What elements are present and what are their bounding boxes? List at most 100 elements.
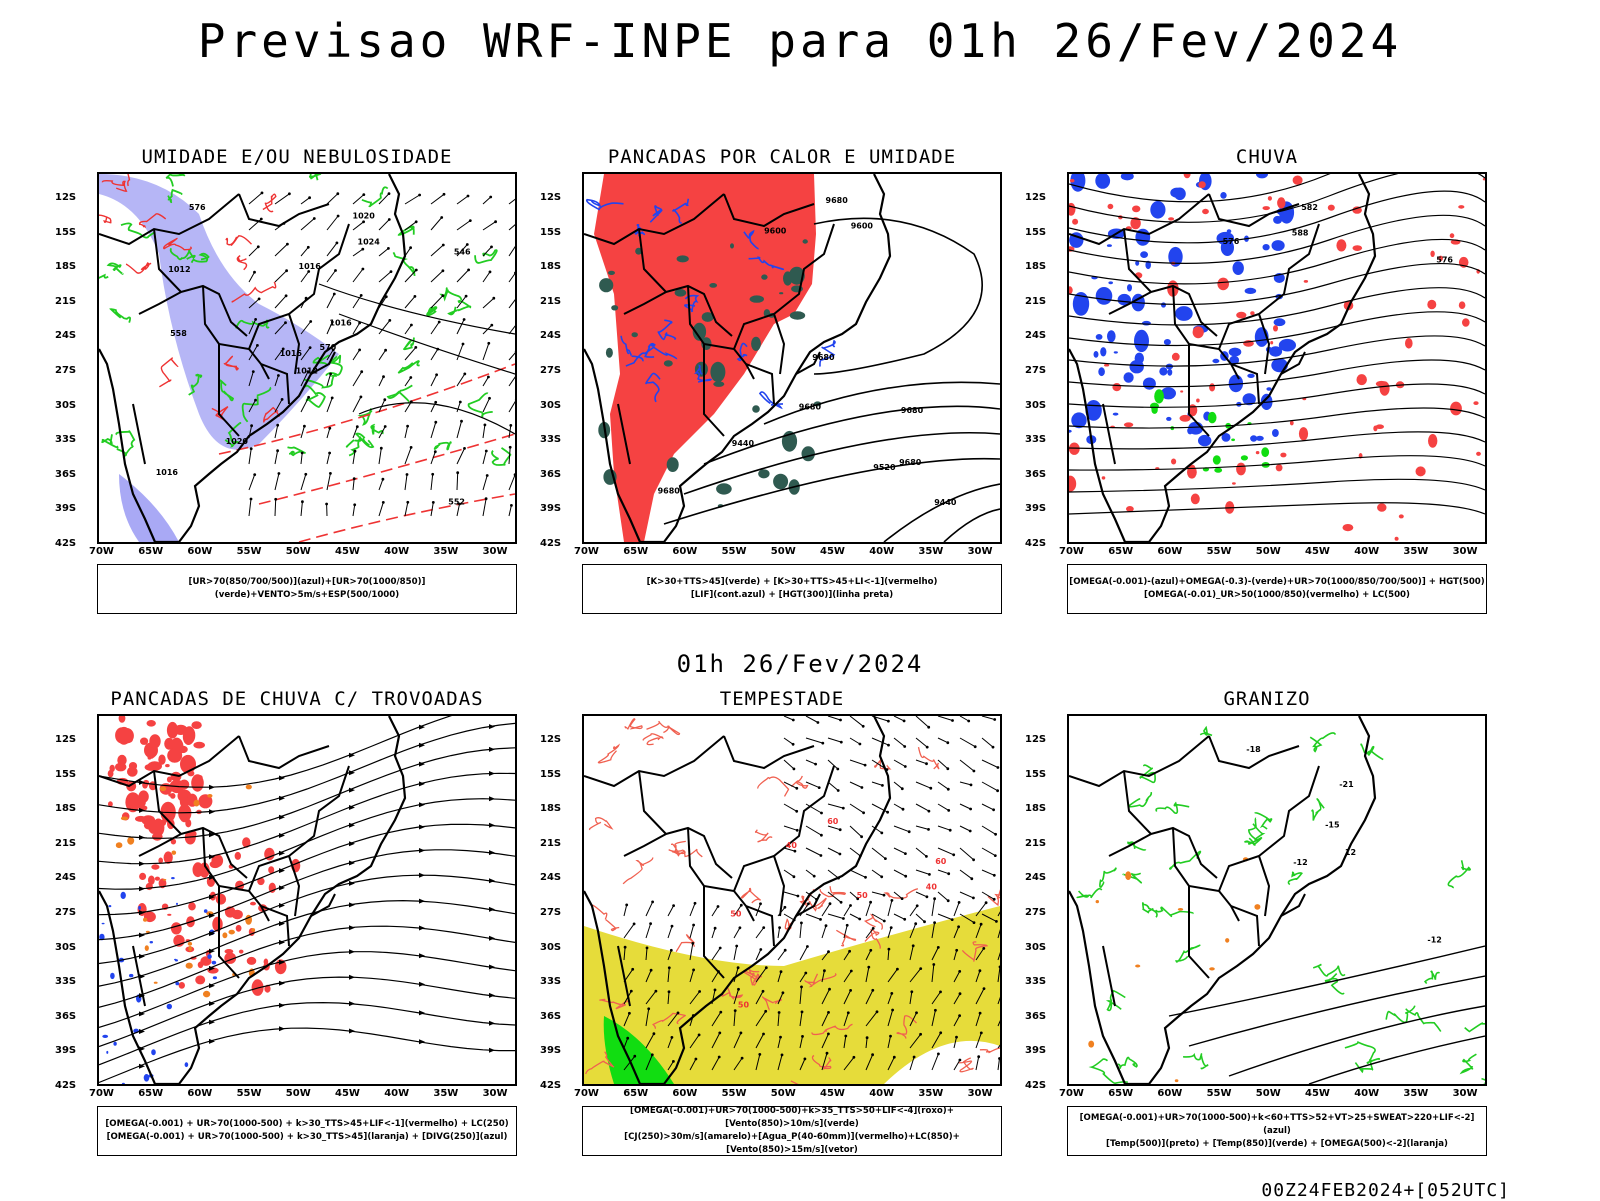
rain-area-red-66 — [1180, 415, 1191, 422]
map-frame: 12-15-18-21-12-12 — [1067, 714, 1487, 1086]
rain-area-red-6 — [1217, 278, 1229, 291]
rain-area-red-46 — [1476, 452, 1481, 456]
wind-vector-head-62 — [354, 450, 357, 453]
height-label-1: 582 — [1301, 203, 1318, 212]
wind-vector-north-head-13 — [818, 786, 821, 789]
precipitable-water-contour-29 — [647, 721, 680, 734]
lon-label: 70W — [1059, 1088, 1084, 1099]
storm-area-red-south-31 — [151, 864, 159, 869]
wind-vector-north-head-61 — [926, 746, 929, 749]
wind-vector-south-head-18 — [670, 949, 673, 952]
streamline-arrow-0-110 — [209, 785, 215, 790]
contour-label-0: 1012 — [296, 367, 318, 376]
wind-vector-124 — [483, 377, 488, 386]
border-line-1 — [1124, 771, 1217, 878]
geopotential-streamline-10 — [1069, 384, 1485, 407]
lat-label: 21S — [540, 296, 561, 307]
wind-vector-south-65 — [800, 923, 801, 938]
streamline-arrow-9-390 — [489, 936, 495, 941]
legend-line: [Temp(500)](preto) + [Temp(850)](verde) … — [1068, 1138, 1486, 1151]
wind-vector-head-26 — [308, 196, 311, 199]
wind-vector-north-head-86 — [972, 858, 975, 861]
rain-area-red-28 — [1328, 205, 1335, 211]
wind-vector-head-99 — [434, 401, 437, 404]
wind-vector-south-head-102 — [889, 1035, 892, 1038]
wind-vector-north-head-70 — [951, 719, 954, 722]
divergence-area-blue-0 — [213, 976, 217, 979]
wind-vector-north-head-60 — [927, 726, 930, 729]
wind-vector-93 — [431, 245, 443, 256]
rh-contour-green-17 — [388, 385, 412, 401]
instability-area-green-33 — [713, 381, 724, 387]
storm-area-red-15 — [170, 793, 175, 799]
wind-vector-head-13 — [288, 192, 291, 195]
storm-area-red-10 — [191, 721, 201, 729]
temperature-label-2: -18 — [1246, 745, 1261, 754]
contour-label-6: 1020 — [353, 212, 376, 221]
wind-vector-61 — [353, 427, 357, 438]
wind-vector-head-96 — [438, 321, 441, 324]
height-label-2: 576 — [1436, 256, 1453, 265]
coastline — [1069, 716, 1375, 1084]
lon-label: 35W — [433, 546, 458, 557]
contour-label-9: 570 — [320, 343, 337, 352]
wind-vector-25 — [275, 499, 276, 516]
wind-vector-head-9 — [250, 424, 253, 427]
rain-area-red-83 — [1450, 402, 1462, 416]
instability-area-green-31 — [790, 311, 805, 319]
wind-vector-north-68 — [916, 892, 927, 897]
divergence-area-blue-7 — [109, 905, 112, 907]
lon-label: 50W — [771, 546, 796, 557]
lon-label: 50W — [1256, 1088, 1281, 1099]
omega-area-blue-82 — [1134, 330, 1149, 352]
instability-area-green-38 — [677, 255, 689, 262]
omega500-area-orange-2 — [1225, 938, 1229, 943]
streamline-arrow-6-320 — [419, 848, 425, 853]
wind-vector-south-head-34 — [719, 947, 722, 950]
wind-vector-south-head-36 — [714, 989, 717, 992]
wind-vector-south-head-127 — [959, 1059, 962, 1062]
rain-area-red-79 — [1112, 383, 1121, 391]
lon-label: 50W — [286, 1088, 311, 1099]
streamline-arrow-12-320 — [419, 1010, 425, 1015]
lat-label: 42S — [55, 1080, 76, 1091]
wind-vector-south-head-0 — [625, 904, 628, 907]
wind-vector-south-head-62 — [779, 1036, 782, 1039]
wind-vector-15 — [275, 244, 287, 256]
omega-area-green-8 — [1261, 447, 1269, 457]
wind-vector-41 — [327, 243, 337, 256]
omega-area-blue-33 — [1256, 174, 1268, 178]
streamline-arrow-9-320 — [419, 926, 425, 931]
storm-area-red-south-38 — [155, 877, 160, 881]
streamline-9 — [99, 926, 515, 1007]
divergence-area-blue-20 — [102, 923, 105, 925]
wind-vector-north-head-34 — [862, 811, 865, 814]
omega-area-blue-42 — [1100, 347, 1106, 356]
wind-vector-head-80 — [409, 246, 412, 249]
wind-vector-head-105 — [469, 219, 472, 222]
wind-vector-123 — [483, 343, 489, 360]
wind-vector-south-head-46 — [740, 1032, 743, 1035]
wind-vector-south-head-44 — [737, 988, 740, 991]
height-label-3: 576 — [1223, 237, 1240, 246]
wind-vector-head-108 — [465, 295, 468, 298]
storm-area-red-south-49 — [195, 975, 205, 984]
wind-vector-north-head-46 — [884, 857, 887, 860]
omega-area-blue-76 — [1266, 387, 1271, 390]
wind-vector-135 — [509, 322, 515, 334]
wind-vector-82 — [405, 296, 415, 308]
rain-area-red-62 — [1377, 503, 1386, 512]
storm-area-red-south-37 — [171, 922, 182, 934]
panel-title: PANCADAS DE CHUVA C/ TROVOADAS — [77, 688, 517, 710]
wind-vector-south-head-106 — [912, 944, 915, 947]
rain-area-red-48 — [1187, 466, 1197, 479]
wind-vector-35 — [301, 426, 304, 438]
lon-label: 45W — [335, 1088, 360, 1099]
wind-vector-south-head-115 — [932, 963, 935, 966]
rain-area-red-75 — [1180, 390, 1183, 392]
streamline-arrow-13-250 — [349, 1029, 355, 1034]
lon-label: 70W — [574, 546, 599, 557]
wind-vector-south-head-104 — [916, 904, 919, 907]
wind-vector-north-77 — [938, 870, 949, 874]
